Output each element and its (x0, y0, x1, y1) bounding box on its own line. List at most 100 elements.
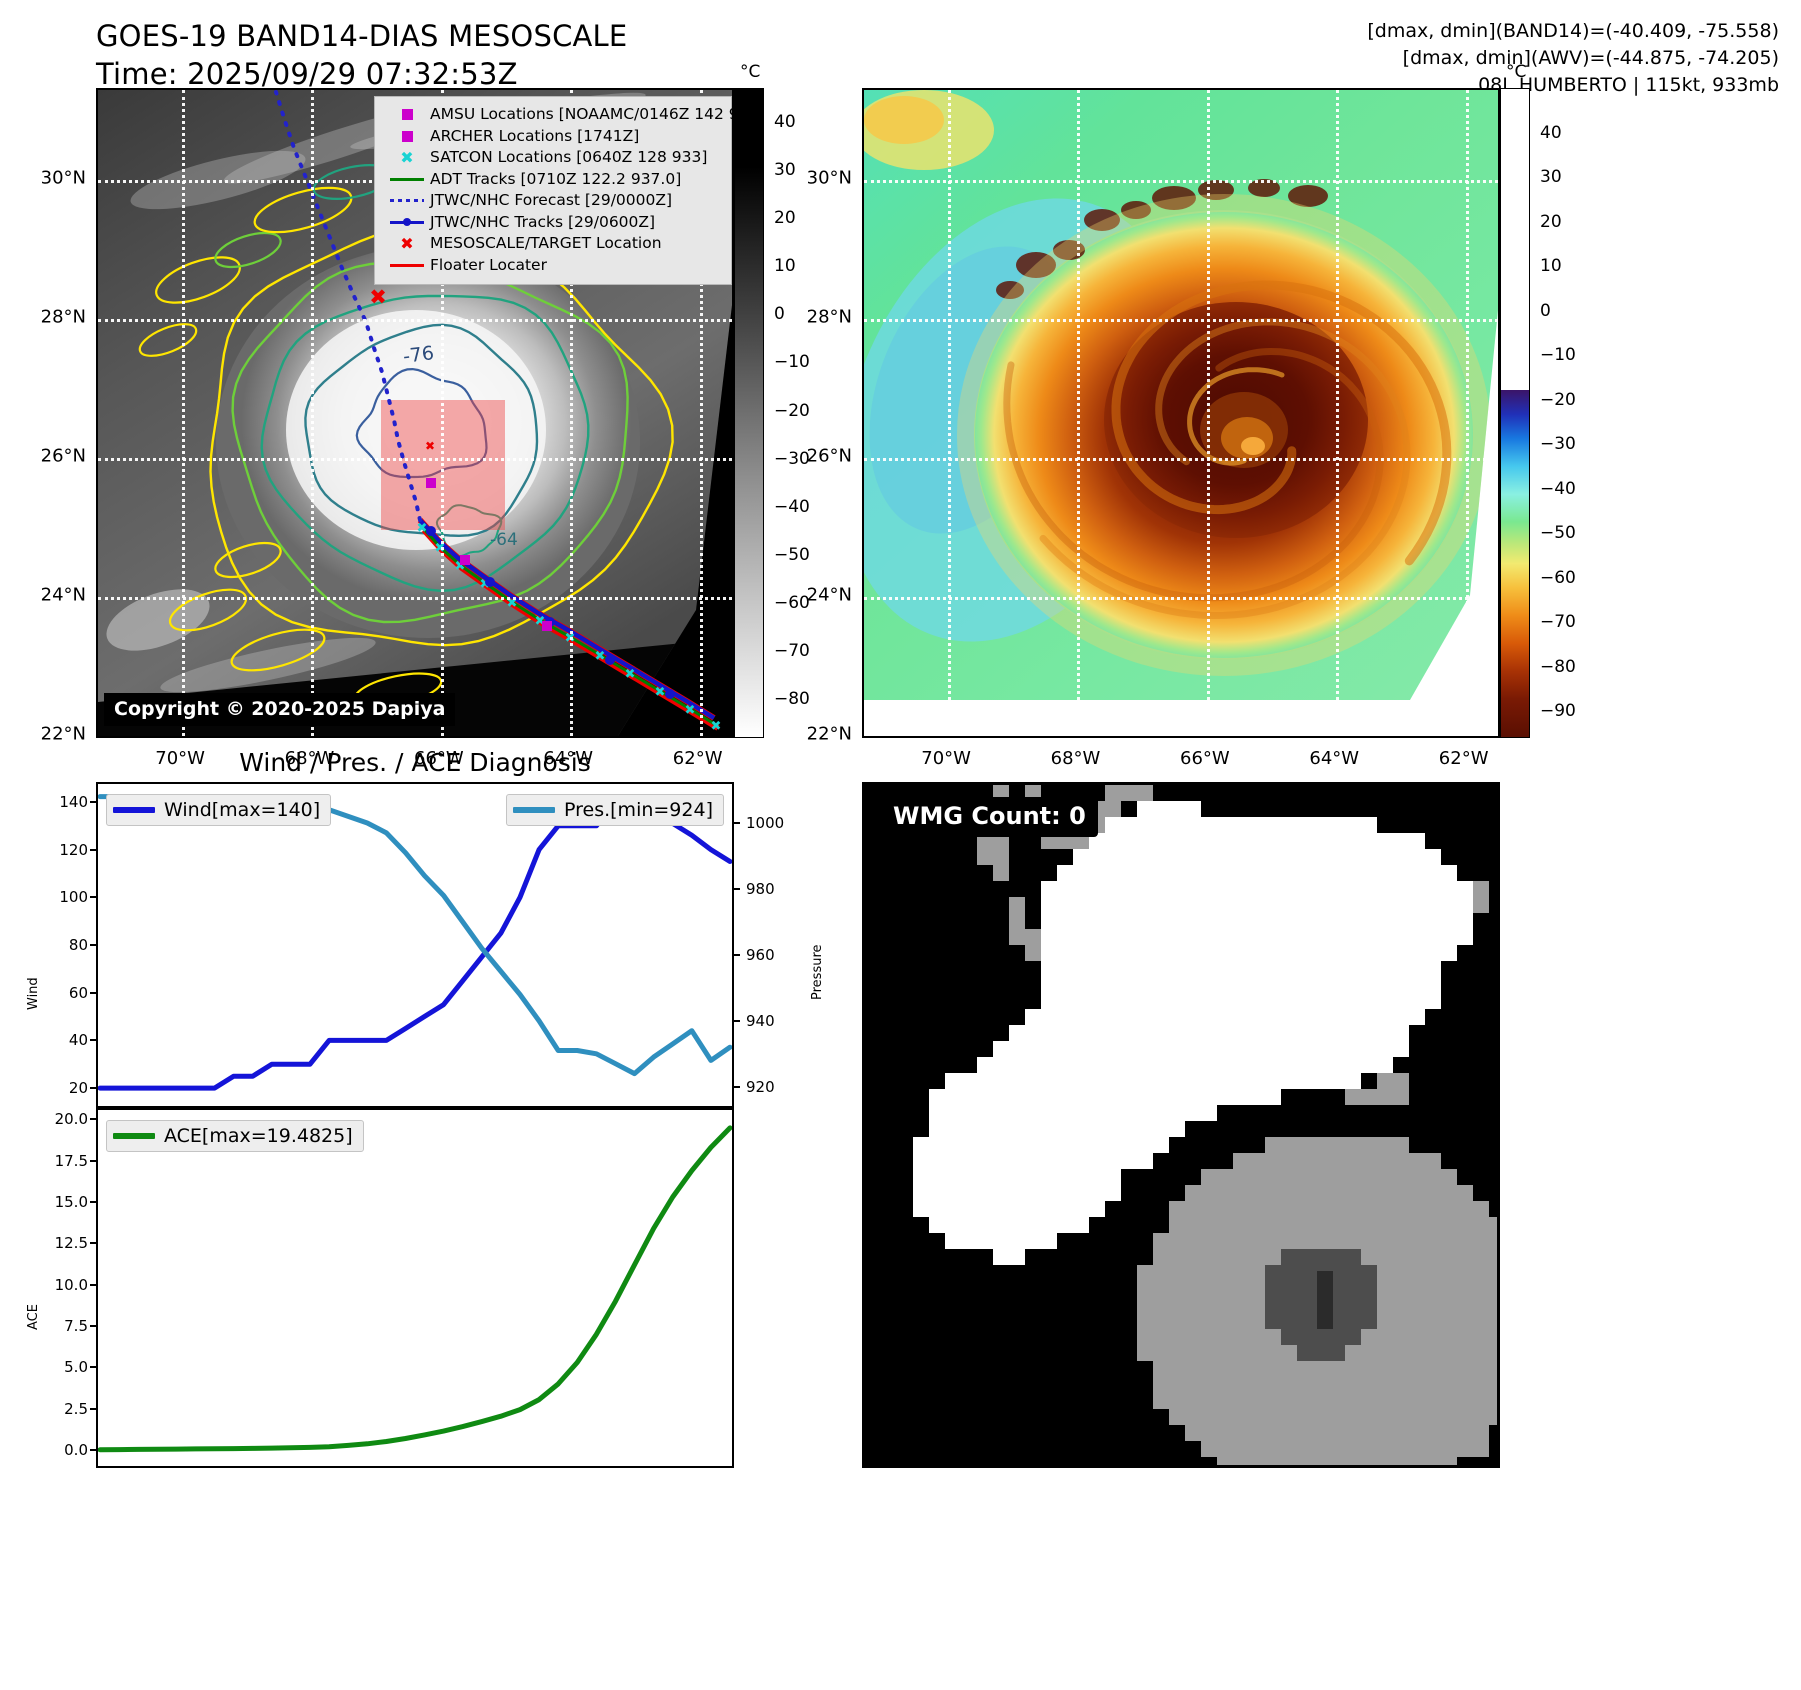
wmg-cell (1137, 1089, 1153, 1105)
wmg-cell (1249, 1441, 1265, 1457)
line-circle-marker-icon (390, 217, 424, 228)
wmg-cell (1377, 881, 1393, 897)
wmg-cell (1217, 1233, 1233, 1249)
wmg-cell (1169, 1265, 1185, 1281)
wmg-cell (1457, 1393, 1473, 1409)
wmg-cell (1105, 881, 1121, 897)
wmg-cell (993, 1105, 1009, 1121)
legend-wind[interactable]: Wind[max=140] (106, 794, 332, 826)
wmg-cell (1409, 865, 1425, 881)
wmg-cell (1297, 1297, 1313, 1313)
wmg-cell (1281, 1409, 1297, 1425)
wmg-cell (1409, 1169, 1425, 1185)
wmg-cell (1441, 1249, 1457, 1265)
wmg-cell (1137, 865, 1153, 881)
y-tick-mark (90, 1407, 96, 1410)
wind-pressure-chart[interactable]: Wind[max=140] Pres.[min=924] (96, 782, 734, 1108)
wmg-cell (1441, 913, 1457, 929)
wmg-cell (1441, 1281, 1457, 1297)
wmg-cell (1169, 1377, 1185, 1393)
gridline-lat (98, 458, 732, 462)
wmg-cell (1473, 1409, 1489, 1425)
gridline-lon (1465, 90, 1469, 736)
wmg-cell (1169, 913, 1185, 929)
wmg-cell (1233, 961, 1249, 977)
wmg-cell (1329, 1233, 1345, 1249)
ir-band14-map[interactable]: ✖ ✖ ✖ ✖ ✖ ✖ ✖ ✖ ✖ ✖ ✖ ✖ ✖ ✖ AMSU Locations [NOAAMC/01… (96, 88, 734, 738)
y-tick-label: 140 (59, 792, 88, 811)
wmg-cell (1313, 913, 1329, 929)
y-tick-mark (90, 1039, 96, 1042)
wmg-map[interactable]: WMG Count: 0 (862, 782, 1500, 1468)
wmg-cell (1073, 1217, 1089, 1233)
svg-text:✖: ✖ (369, 285, 387, 309)
wmg-cell (1185, 801, 1201, 817)
wmg-cell (1041, 1153, 1057, 1169)
wmg-cell (1185, 961, 1201, 977)
left-colorbar[interactable] (734, 88, 764, 738)
wmg-cell (1217, 1089, 1233, 1105)
wmg-cell (1089, 881, 1105, 897)
wmg-cell (1185, 1105, 1201, 1121)
legend-pressure[interactable]: Pres.[min=924] (506, 794, 724, 826)
right-colorbar[interactable] (1500, 88, 1530, 738)
wmg-cell (1217, 1425, 1233, 1441)
wmg-cell (1201, 1025, 1217, 1041)
wmg-cell (1233, 1441, 1249, 1457)
wmg-cell (1153, 1249, 1169, 1265)
wmg-cell (993, 1249, 1009, 1265)
y2-tick-mark (734, 1019, 740, 1022)
wmg-cell (1441, 1425, 1457, 1441)
wmg-cell (1425, 1329, 1441, 1345)
wmg-cell (1153, 1265, 1169, 1281)
wmg-cell (1057, 1121, 1073, 1137)
wmg-cell (1137, 1025, 1153, 1041)
lon-tick-label: 66°W (414, 748, 464, 769)
wmg-cell (1409, 1249, 1425, 1265)
wmg-cell (1473, 897, 1489, 913)
wmg-cell (1153, 1297, 1169, 1313)
wmg-cell (1345, 1025, 1361, 1041)
wmg-cell (1329, 1169, 1345, 1185)
lon-tick-label: 68°W (1050, 748, 1101, 769)
wmg-cell (1393, 1009, 1409, 1025)
wmg-cell (1489, 1377, 1497, 1393)
wmg-cell (1105, 785, 1121, 801)
wmg-cell (977, 1057, 993, 1073)
wmg-cell (1201, 881, 1217, 897)
legend-ace[interactable]: ACE[max=19.4825] (106, 1120, 364, 1152)
wmg-cell (1281, 1153, 1297, 1169)
wmg-cell (1281, 1377, 1297, 1393)
wmg-cell (1409, 1313, 1425, 1329)
wmg-cell (1265, 1457, 1281, 1465)
wmg-cell (1249, 897, 1265, 913)
wmg-cell (1105, 849, 1121, 865)
wmg-cell (1281, 1441, 1297, 1457)
map-legend[interactable]: AMSU Locations [NOAAMC/0146Z 142 925] ARC… (374, 96, 732, 285)
wmg-cell (1217, 929, 1233, 945)
ace-chart[interactable]: ACE[max=19.4825] (96, 1108, 734, 1468)
wmg-cell (1041, 929, 1057, 945)
wmg-cell (977, 1201, 993, 1217)
wmg-cell (1233, 1185, 1249, 1201)
wmg-cell (1217, 849, 1233, 865)
wmg-cell (1377, 1169, 1393, 1185)
wmg-cell (929, 1169, 945, 1185)
wmg-cell (1425, 1313, 1441, 1329)
wmg-cell (1473, 1361, 1489, 1377)
wmg-cell (1201, 1217, 1217, 1233)
wmg-cell (1313, 1009, 1329, 1025)
wmg-cell (1393, 1249, 1409, 1265)
awv-map[interactable] (862, 88, 1500, 738)
wmg-cell (1025, 1217, 1041, 1233)
wmg-cell (961, 1201, 977, 1217)
wmg-cell (1393, 1297, 1409, 1313)
wmg-cell (1073, 977, 1089, 993)
svg-text:✖: ✖ (455, 559, 466, 574)
wmg-cell (1121, 1073, 1137, 1089)
svg-text:✖: ✖ (507, 596, 518, 611)
lat-tick-label: 28°N (40, 306, 86, 328)
wmg-cell (1249, 1025, 1265, 1041)
colorbar-tick-label: 10 (1540, 256, 1562, 277)
wmg-cell (1313, 849, 1329, 865)
